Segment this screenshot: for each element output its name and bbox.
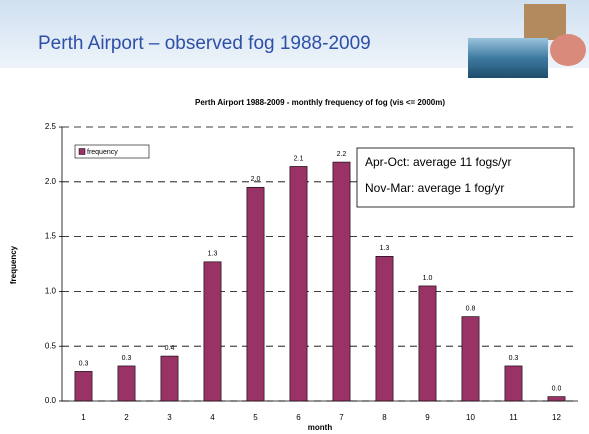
x-tick-label: 3 [167, 413, 172, 422]
slide: Perth Airport – observed fog 1988-2009 P… [0, 0, 589, 434]
legend-swatch [79, 149, 85, 155]
x-tick-label: 5 [253, 413, 258, 422]
y-tick-label: 0.5 [45, 341, 57, 350]
bar [462, 317, 479, 401]
bar [333, 162, 350, 401]
x-tick-label: 2 [124, 413, 129, 422]
bar [376, 256, 393, 401]
value-label: 2.2 [337, 151, 347, 158]
value-label: 0.4 [165, 345, 175, 352]
x-tick-label: 11 [509, 413, 518, 422]
bar [75, 371, 92, 401]
y-tick-label: 1.0 [45, 287, 57, 296]
value-label: 0.3 [509, 355, 519, 362]
y-tick-label: 0.0 [45, 396, 57, 405]
value-label: 0.3 [79, 360, 89, 367]
value-label: 1.3 [380, 245, 390, 252]
image-flower [550, 34, 586, 66]
x-tick-label: 8 [382, 413, 387, 422]
bar [419, 286, 436, 401]
value-label: 2.0 [251, 176, 261, 183]
value-label: 1.0 [423, 275, 433, 282]
value-label: 0.8 [466, 305, 476, 312]
y-tick-label: 2.5 [45, 122, 57, 131]
x-axis-label: month [308, 423, 333, 432]
x-tick-label: 10 [466, 413, 475, 422]
value-label: 0.0 [552, 385, 562, 392]
bar [247, 187, 264, 401]
slide-title: Perth Airport – observed fog 1988-2009 [38, 33, 371, 54]
bar [161, 356, 178, 401]
annotation: Nov-Mar: average 1 fog/yr [365, 181, 504, 195]
y-axis-label: frequency [9, 245, 18, 284]
value-label: 1.3 [208, 251, 218, 258]
x-tick-label: 6 [296, 413, 301, 422]
x-tick-label: 4 [210, 413, 215, 422]
image-cracked-earth [524, 4, 566, 40]
bar [505, 366, 522, 401]
bar [204, 262, 221, 401]
bar [118, 366, 135, 401]
x-tick-label: 9 [425, 413, 430, 422]
bar [290, 166, 307, 401]
x-tick-label: 12 [552, 413, 561, 422]
value-label: 0.3 [122, 355, 132, 362]
value-label: 2.1 [294, 155, 304, 162]
chart-title: Perth Airport 1988-2009 - monthly freque… [195, 98, 445, 107]
y-tick-label: 2.0 [45, 177, 57, 186]
bar [548, 397, 565, 401]
x-tick-label: 7 [339, 413, 344, 422]
x-tick-label: 1 [81, 413, 86, 422]
annotation: Apr-Oct: average 11 fogs/yr [365, 155, 512, 169]
image-sea [468, 38, 548, 78]
legend-label: frequency [87, 149, 118, 156]
y-tick-label: 1.5 [45, 232, 57, 241]
